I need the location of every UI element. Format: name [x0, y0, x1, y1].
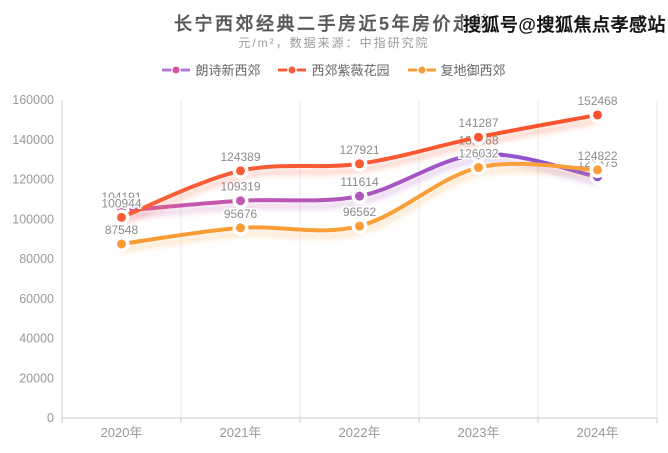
data-point[interactable] [236, 196, 245, 206]
y-axis-label: 40000 [19, 332, 54, 346]
y-axis-label: 80000 [19, 252, 54, 266]
legend-item-1[interactable]: 西郊紫薇花园 [278, 60, 390, 79]
chart-title: 长宁西郊经典二手房近5年房价走势 [173, 14, 494, 34]
data-point[interactable] [117, 212, 126, 222]
data-label: 152468 [577, 94, 617, 108]
data-label: 111614 [340, 175, 379, 189]
data-point[interactable] [236, 166, 245, 176]
data-point[interactable] [474, 132, 483, 142]
series-1: 100944 124389 127921 141287 152468 [100, 92, 619, 226]
data-label: 127921 [339, 143, 379, 157]
y-axis-label: 140000 [12, 133, 54, 147]
data-point[interactable] [117, 239, 126, 249]
data-label: 100944 [101, 196, 141, 210]
data-point[interactable] [355, 159, 364, 169]
data-point[interactable] [236, 223, 245, 233]
data-point[interactable] [355, 221, 364, 231]
x-axis-label: 2024年 [577, 425, 619, 440]
y-axis-label: 0 [47, 411, 54, 425]
data-label: 87548 [105, 223, 139, 237]
y-axis-label: 120000 [12, 173, 54, 187]
data-label: 104191 [101, 190, 141, 204]
data-point[interactable] [474, 149, 483, 159]
data-point[interactable] [593, 165, 602, 175]
data-label: 141287 [458, 116, 498, 130]
legend-marker-icon [162, 66, 191, 73]
legend-item-2[interactable]: 复地御西郊 [407, 60, 506, 79]
data-label: 95676 [224, 207, 258, 221]
legend-marker-icon [407, 66, 436, 73]
data-label: 109319 [220, 180, 260, 194]
data-label: 126032 [458, 147, 498, 161]
data-label: 124389 [220, 150, 260, 164]
legend-item-0[interactable]: 朗诗新西郊 [162, 60, 260, 79]
x-axis-label: 2020年 [101, 425, 143, 440]
x-axis-label: 2022年 [339, 425, 381, 440]
legend-label: 复地御西郊 [440, 63, 506, 78]
legend-label: 西郊紫薇花园 [311, 63, 390, 78]
legend: 朗诗新西郊 西郊紫薇花园 复地御西郊 [0, 60, 668, 79]
y-axis-label: 20000 [19, 371, 54, 385]
x-axis-label: 2023年 [458, 425, 500, 440]
data-point[interactable] [474, 163, 483, 173]
chart-subtitle: 元/m²，数据来源：中指研究院 [238, 36, 430, 50]
watermark-text: 搜狐号@搜狐焦点孝感站 [462, 15, 666, 35]
y-axis-label: 60000 [19, 292, 54, 306]
x-axis-label: 2021年 [220, 425, 262, 440]
data-point[interactable] [593, 110, 602, 120]
data-label: 124822 [577, 149, 617, 163]
y-axis-label: 160000 [12, 93, 54, 107]
series-2: 87548 95676 96562 126032 124822 [103, 145, 619, 253]
legend-label: 朗诗新西郊 [195, 63, 261, 78]
data-label: 96562 [343, 205, 377, 219]
legend-marker-icon [278, 66, 307, 73]
data-point[interactable] [355, 191, 364, 201]
y-axis-label: 100000 [12, 212, 54, 226]
